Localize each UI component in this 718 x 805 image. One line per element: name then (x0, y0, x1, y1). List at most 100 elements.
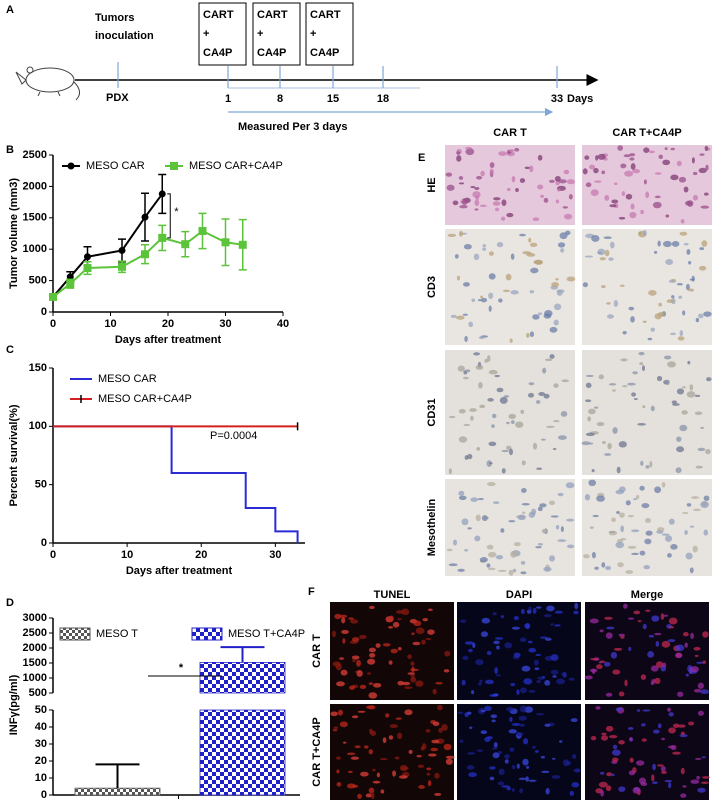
ihc-image-cell (645, 191, 650, 199)
ihc-image-cell (506, 421, 510, 425)
y-tick-label: 100 (29, 420, 47, 432)
ihc-image-cell (686, 503, 692, 507)
fluorescence-image-cell (432, 721, 440, 727)
y-tick-label: 20 (35, 755, 47, 767)
treatment-text: CA4P (310, 47, 339, 59)
fluorescence-image-cell (561, 672, 566, 677)
fluorescence-image-cell (611, 773, 615, 777)
ihc-image-cell (688, 288, 695, 292)
ihc-image-cell (462, 313, 468, 316)
fluorescence-image-cell (346, 752, 356, 756)
fluorescence-image-cell (337, 709, 344, 716)
fluorescence-image-cell (584, 675, 593, 680)
ihc-image (582, 350, 712, 475)
ihc-image-cell (505, 273, 512, 281)
fluorescence-image-cell (680, 767, 685, 775)
ihc-image-cell (549, 354, 555, 359)
fluorescence-image-cell (536, 680, 542, 683)
significance-label: * (174, 206, 179, 218)
ihc-image-cell (705, 164, 709, 171)
fluorescence-image-cell (511, 626, 520, 630)
ihc-image-cell (628, 306, 635, 311)
mouse-icon (15, 66, 80, 101)
ihc-image-cell (658, 302, 663, 307)
ihc-image-cell (458, 182, 465, 185)
fluorescence-image-cell (525, 776, 529, 782)
fluorescence-image-cell (572, 754, 577, 760)
fluorescence-image-cell (521, 608, 525, 615)
ihc-image-cell (560, 526, 564, 533)
ihc-image-cell (463, 423, 471, 427)
panel-label: D (6, 597, 14, 609)
ihc-image-cell (692, 194, 699, 201)
fluorescence-image-cell (664, 779, 673, 783)
ihc-image-cell (529, 331, 534, 338)
ihc-image-cell (498, 151, 508, 156)
ihc-image-cell (665, 259, 674, 266)
ihc-image-cell (557, 242, 566, 248)
fluorescence-image-cell (480, 631, 488, 638)
fluorescence-image-cell (407, 672, 415, 675)
ihc-image-cell (617, 145, 624, 151)
legend-label: MESO T+CA4P (228, 628, 305, 640)
ihc-image-cell (584, 255, 594, 258)
marker (198, 226, 207, 235)
ihc-image-cell (627, 514, 635, 518)
ihc-image-cell (676, 436, 682, 442)
ihc-image-cell (491, 424, 495, 429)
ihc-image-cell (537, 506, 543, 512)
y-tick-label: 1000 (23, 243, 47, 255)
ihc-image-cell (605, 565, 612, 571)
legend-swatch (191, 627, 223, 641)
fluorescence-image-cell (351, 637, 360, 642)
fluorescence-image-cell (415, 627, 425, 635)
fluorescence-image-cell (365, 793, 373, 798)
ihc-image-cell (658, 154, 664, 160)
fluorescence-image-cell (413, 620, 422, 627)
x-tick-label: 0 (50, 549, 56, 561)
column-header: CAR T (493, 127, 527, 139)
fluorescence-image-cell (605, 725, 614, 732)
fluorescence-image-cell (351, 655, 360, 660)
ihc-image-cell (509, 338, 513, 343)
fluorescence-image-cell (457, 711, 464, 714)
day-label: 1 (225, 93, 231, 105)
ihc-image-cell (692, 545, 698, 553)
ihc-image-cell (481, 515, 488, 521)
ihc-image-cell (555, 524, 560, 530)
ihc-image-cell (591, 551, 596, 559)
ihc-image-cell (601, 285, 606, 289)
ihc-image (445, 479, 575, 576)
ihc-image-cell (617, 562, 624, 568)
ihc-image-cell (514, 147, 520, 152)
ihc-image-cell (677, 336, 685, 341)
ihc-image-cell (529, 290, 535, 294)
ihc-image-cell (657, 240, 661, 247)
ihc-image-cell (679, 231, 688, 236)
column-header: Merge (631, 589, 663, 601)
fluorescence-image-cell (336, 782, 342, 787)
fluorescence-image-cell (509, 747, 515, 752)
ihc-image-cell (494, 207, 500, 212)
fluorescence-image-cell (660, 613, 665, 620)
ihc-image-cell (611, 199, 619, 204)
ihc-image-cell (465, 146, 472, 150)
ihc-image-cell (701, 240, 708, 247)
ihc-image-cell (618, 441, 627, 448)
fluorescence-image-cell (675, 644, 685, 652)
fluorescence-image-cell (627, 727, 634, 730)
fluorescence-image-cell (519, 723, 525, 727)
x-axis-title: Days after treatment (115, 334, 222, 346)
fluorescence-image-cell (445, 755, 455, 759)
fluorescence-image-cell (366, 705, 375, 710)
ihc-image-cell (472, 191, 481, 198)
fluorescence-image-cell (668, 625, 674, 629)
fluorescence-image-cell (444, 650, 451, 657)
ihc-image-cell (462, 282, 470, 287)
ihc-image-cell (629, 211, 637, 219)
treatment-text: CART (257, 9, 288, 21)
y-tick-label: 50 (35, 479, 47, 491)
ihc-image-cell (607, 442, 612, 450)
fluorescence-image-cell (364, 745, 369, 749)
ihc-image-cell (510, 290, 519, 295)
